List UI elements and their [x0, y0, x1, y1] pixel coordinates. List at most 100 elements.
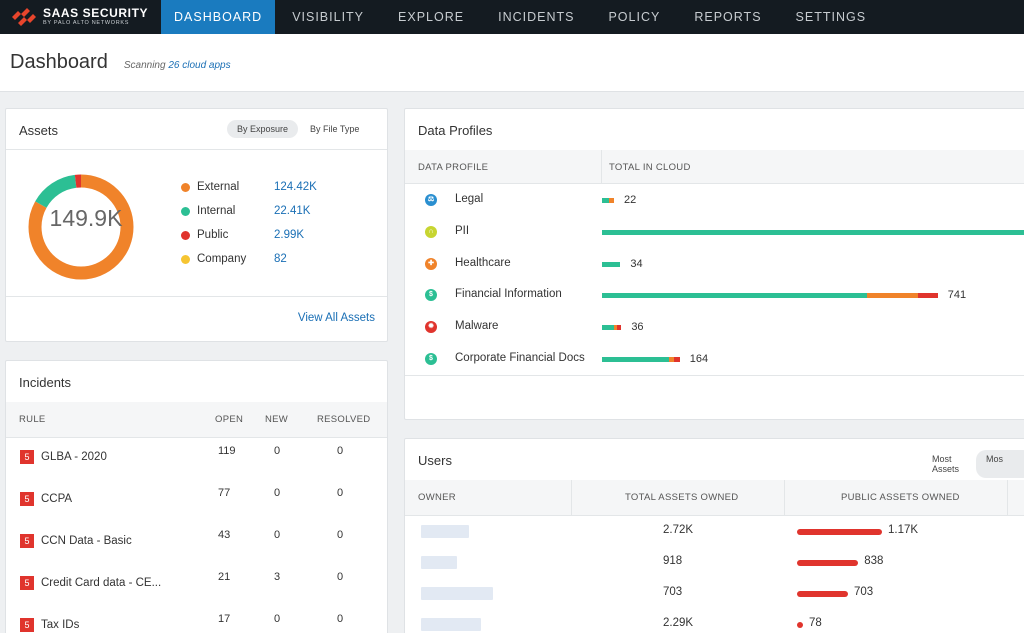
incident-rule-link[interactable]: GLBA - 2020	[41, 451, 107, 463]
by-exposure-button[interactable]: By Exposure	[227, 120, 299, 138]
incident-rule-link[interactable]: Credit Card data - CE...	[41, 577, 162, 589]
nav-policy[interactable]: POLICY	[608, 10, 661, 24]
data-profile-link[interactable]: Legal	[455, 193, 484, 205]
brand-logo[interactable]: SAAS SECURITY BY PALO ALTO NETWORKS	[0, 0, 161, 34]
col-rule[interactable]: RULE	[19, 414, 46, 425]
col-new[interactable]: NEW	[265, 414, 289, 425]
scan-prefix: Scanning	[123, 60, 166, 71]
severity-badge: 5	[20, 534, 34, 548]
bar-segment	[602, 229, 1024, 235]
bar-segment	[602, 198, 609, 203]
external-dot	[181, 182, 190, 192]
users-card: Users Most Assets Mos OWNER TOTAL ASSETS…	[404, 438, 1024, 633]
severity-badge: 5	[20, 618, 34, 632]
legend-label: External	[197, 181, 240, 193]
public-assets-bar	[797, 560, 859, 566]
saas-security-logo-icon	[12, 8, 36, 26]
owner-name-redacted[interactable]	[421, 618, 481, 631]
total-assets-link[interactable]: 703	[663, 586, 683, 598]
col-open[interactable]: OPEN	[215, 414, 244, 425]
owner-name-redacted[interactable]	[421, 525, 469, 538]
legend-external[interactable]: External 124.42K	[181, 180, 317, 194]
profile-bar	[602, 229, 1024, 235]
total-assets-link[interactable]: 2.72K	[663, 524, 694, 536]
profile-bar	[602, 293, 938, 299]
incident-resolved: 0	[337, 613, 344, 625]
profile-bar	[602, 198, 614, 203]
nav-dashboard[interactable]: DASHBOARD	[161, 0, 276, 34]
scan-apps-link[interactable]: 26 cloud apps	[168, 60, 231, 71]
profile-count: 36	[631, 321, 644, 334]
public-assets-link[interactable]: 703	[854, 586, 874, 598]
legend-internal[interactable]: Internal 22.41K	[181, 204, 310, 218]
col-data-profile[interactable]: DATA PROFILE	[418, 162, 489, 173]
bar-segment	[674, 357, 680, 362]
public-assets-link[interactable]: 838	[864, 555, 884, 567]
corporate-financial-icon: $	[425, 353, 437, 365]
incident-new: 0	[274, 487, 281, 499]
incidents-title: Incidents	[19, 375, 72, 390]
data-profiles-card: Data Profiles DATA PROFILE TOTAL IN CLOU…	[404, 108, 1024, 420]
data-profile-link[interactable]: Financial Information	[455, 288, 562, 301]
data-profile-link[interactable]: Malware	[455, 320, 499, 333]
legend-value[interactable]: 124.42K	[274, 181, 317, 193]
public-assets-bar	[797, 591, 848, 597]
owner-name-redacted[interactable]	[421, 556, 457, 569]
nav-explore[interactable]: EXPLORE	[398, 10, 465, 24]
nav-visibility[interactable]: VISIBILITY	[292, 10, 365, 24]
legend-value[interactable]: 2.99K	[274, 229, 305, 241]
data-profile-link[interactable]: Corporate Financial Docs	[455, 352, 585, 364]
users-header-row: OWNER TOTAL ASSETS OWNED PUBLIC ASSETS O…	[405, 480, 1024, 516]
incident-resolved: 0	[337, 571, 344, 583]
legal-icon: ⚖	[425, 194, 437, 206]
incident-rule-link[interactable]: CCPA	[41, 493, 73, 505]
by-file-type-button[interactable]: By File Type	[310, 124, 360, 134]
public-assets-link[interactable]: 1.17K	[888, 524, 919, 536]
bar-segment	[613, 325, 618, 331]
incident-resolved: 0	[337, 487, 344, 499]
assets-card: Assets By Exposure By File Type View All…	[5, 108, 388, 342]
bar-segment	[668, 357, 675, 362]
col-public-assets[interactable]: PUBLIC ASSETS OWNED	[841, 492, 960, 503]
legend-public[interactable]: Public 2.99K	[181, 228, 304, 242]
profile-count: 22	[624, 194, 637, 206]
legend-value[interactable]: 82	[274, 253, 287, 265]
legend-company[interactable]: Company 82	[181, 252, 287, 266]
owner-name-redacted[interactable]	[421, 587, 493, 600]
assets-donut-chart	[28, 174, 134, 280]
bar-segment	[917, 293, 938, 299]
donut-segment-public[interactable]	[28, 174, 134, 280]
bar-segment	[602, 357, 669, 362]
assets-footer-divider	[6, 296, 387, 297]
total-assets-link[interactable]: 2.29K	[663, 617, 694, 629]
assets-total: 149.9K	[49, 205, 123, 231]
incident-resolved: 0	[337, 445, 344, 457]
most-assets-button[interactable]: Most Assets	[932, 454, 960, 474]
view-all-assets-link[interactable]: View All Assets	[297, 312, 375, 324]
col-total-in-cloud[interactable]: TOTAL IN CLOUD	[609, 162, 691, 173]
bar-segment	[617, 325, 622, 331]
total-assets-link[interactable]: 918	[663, 555, 683, 567]
incident-rule-link[interactable]: CCN Data - Basic	[41, 535, 132, 547]
col-owner[interactable]: OWNER	[418, 492, 456, 503]
data-profile-link[interactable]: PII	[455, 224, 470, 237]
nav-incidents[interactable]: INCIDENTS	[498, 10, 575, 24]
nav-reports[interactable]: REPORTS	[694, 10, 762, 24]
col-divider	[1007, 480, 1008, 516]
incident-rule-link[interactable]: Tax IDs	[41, 619, 80, 631]
profiles-bottom-divider	[405, 375, 1024, 376]
profile-bar	[602, 325, 622, 331]
data-profile-link[interactable]: Healthcare	[455, 256, 511, 269]
public-assets-link[interactable]: 78	[809, 617, 822, 629]
users-title: Users	[418, 453, 452, 468]
profile-count: 34	[630, 257, 643, 270]
incident-resolved: 0	[337, 529, 344, 541]
col-resolved[interactable]: RESOLVED	[317, 414, 371, 425]
incident-open: 21	[218, 571, 231, 583]
incidents-card: Incidents RULE OPEN NEW RESOLVED 5 GLBA -…	[5, 360, 388, 633]
nav-settings[interactable]: SETTINGS	[795, 10, 867, 24]
col-total-assets[interactable]: TOTAL ASSETS OWNED	[625, 492, 739, 503]
legend-value[interactable]: 22.41K	[274, 205, 311, 217]
public-dot	[181, 230, 190, 240]
most-public-button[interactable]: Mos	[975, 450, 1024, 478]
